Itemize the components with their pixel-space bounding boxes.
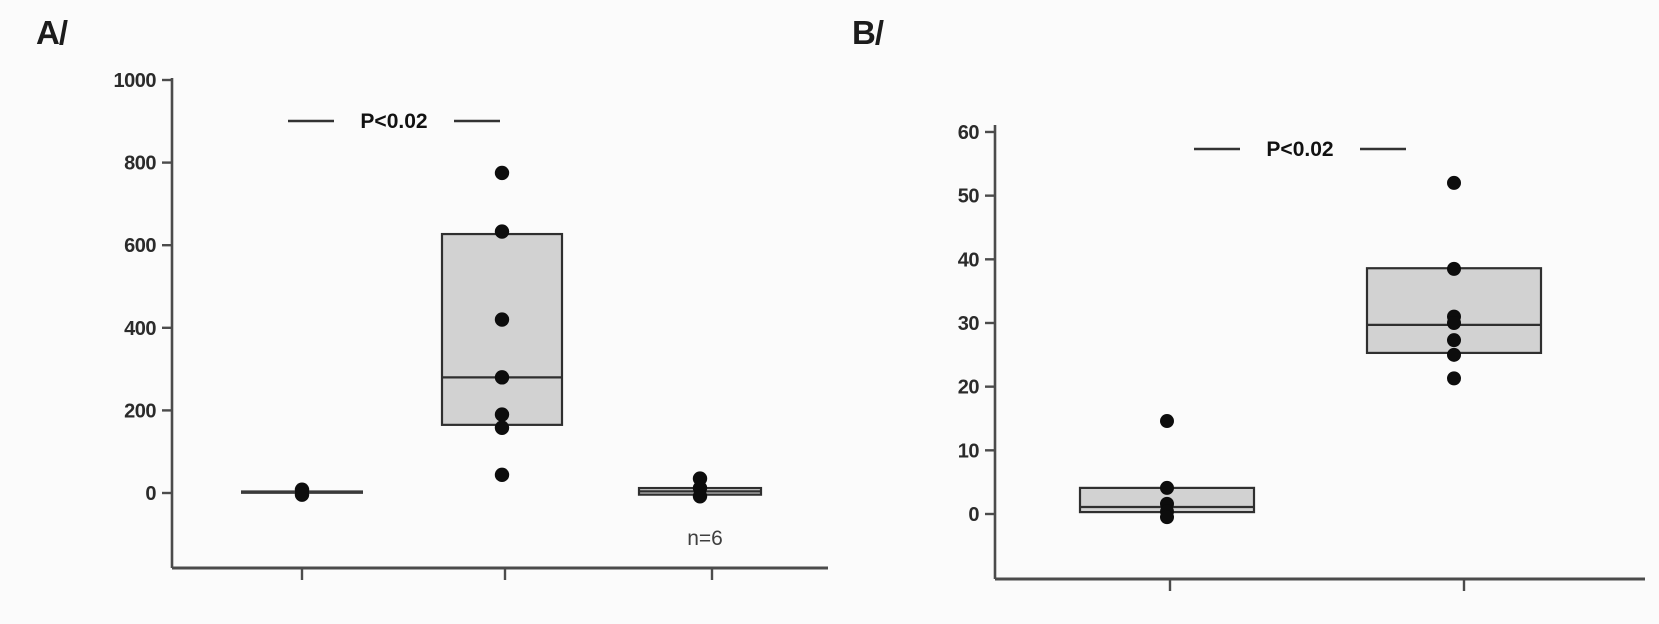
panel-a-label: A/ [36,14,68,51]
panel-a-boxplot-chart: 0 200 400 600 800 1000 P<0.02 n=6 [114,70,828,580]
data-point [1447,371,1461,386]
y-axis-tick-label: 30 [958,313,980,335]
data-point [1160,480,1174,495]
data-point [494,165,510,181]
y-axis-tick-label: 1000 [114,70,157,92]
data-point [1447,315,1461,330]
data-point [1160,510,1174,525]
y-axis-tick-label: 0 [968,504,979,526]
y-axis-tick-label: 0 [145,483,156,505]
data-point [1447,261,1461,276]
y-axis-tick-label: 60 [958,122,980,144]
data-point [1447,175,1461,190]
data-point [1447,333,1461,348]
data-point [494,312,510,327]
y-axis-tick-label: 20 [958,377,980,399]
y-axis-tick-label: 400 [124,318,156,340]
y-axis-tick-label: 10 [958,440,980,462]
panel-b-boxplot-chart: 0 10 20 30 40 50 60 P<0.02 [958,122,1645,591]
y-axis-tick-label: 800 [124,153,156,175]
y-axis-tick-label: 40 [958,249,980,271]
data-point [494,224,510,239]
sample-size-note: n=6 [687,527,723,550]
data-point [494,370,510,385]
data-point [1160,414,1174,429]
data-point [494,420,510,435]
data-point [1447,347,1461,362]
data-point [294,487,310,502]
y-axis-tick-label: 200 [124,400,156,422]
panel-b-label: B/ [852,14,884,51]
y-axis-tick-label: 50 [958,186,980,208]
data-point [494,467,510,483]
data-point [494,407,510,422]
data-point [692,489,708,504]
p-value-label: P<0.02 [1266,138,1333,161]
p-value-label: P<0.02 [360,110,427,133]
y-axis-tick-label: 600 [124,235,156,257]
box [440,232,564,426]
